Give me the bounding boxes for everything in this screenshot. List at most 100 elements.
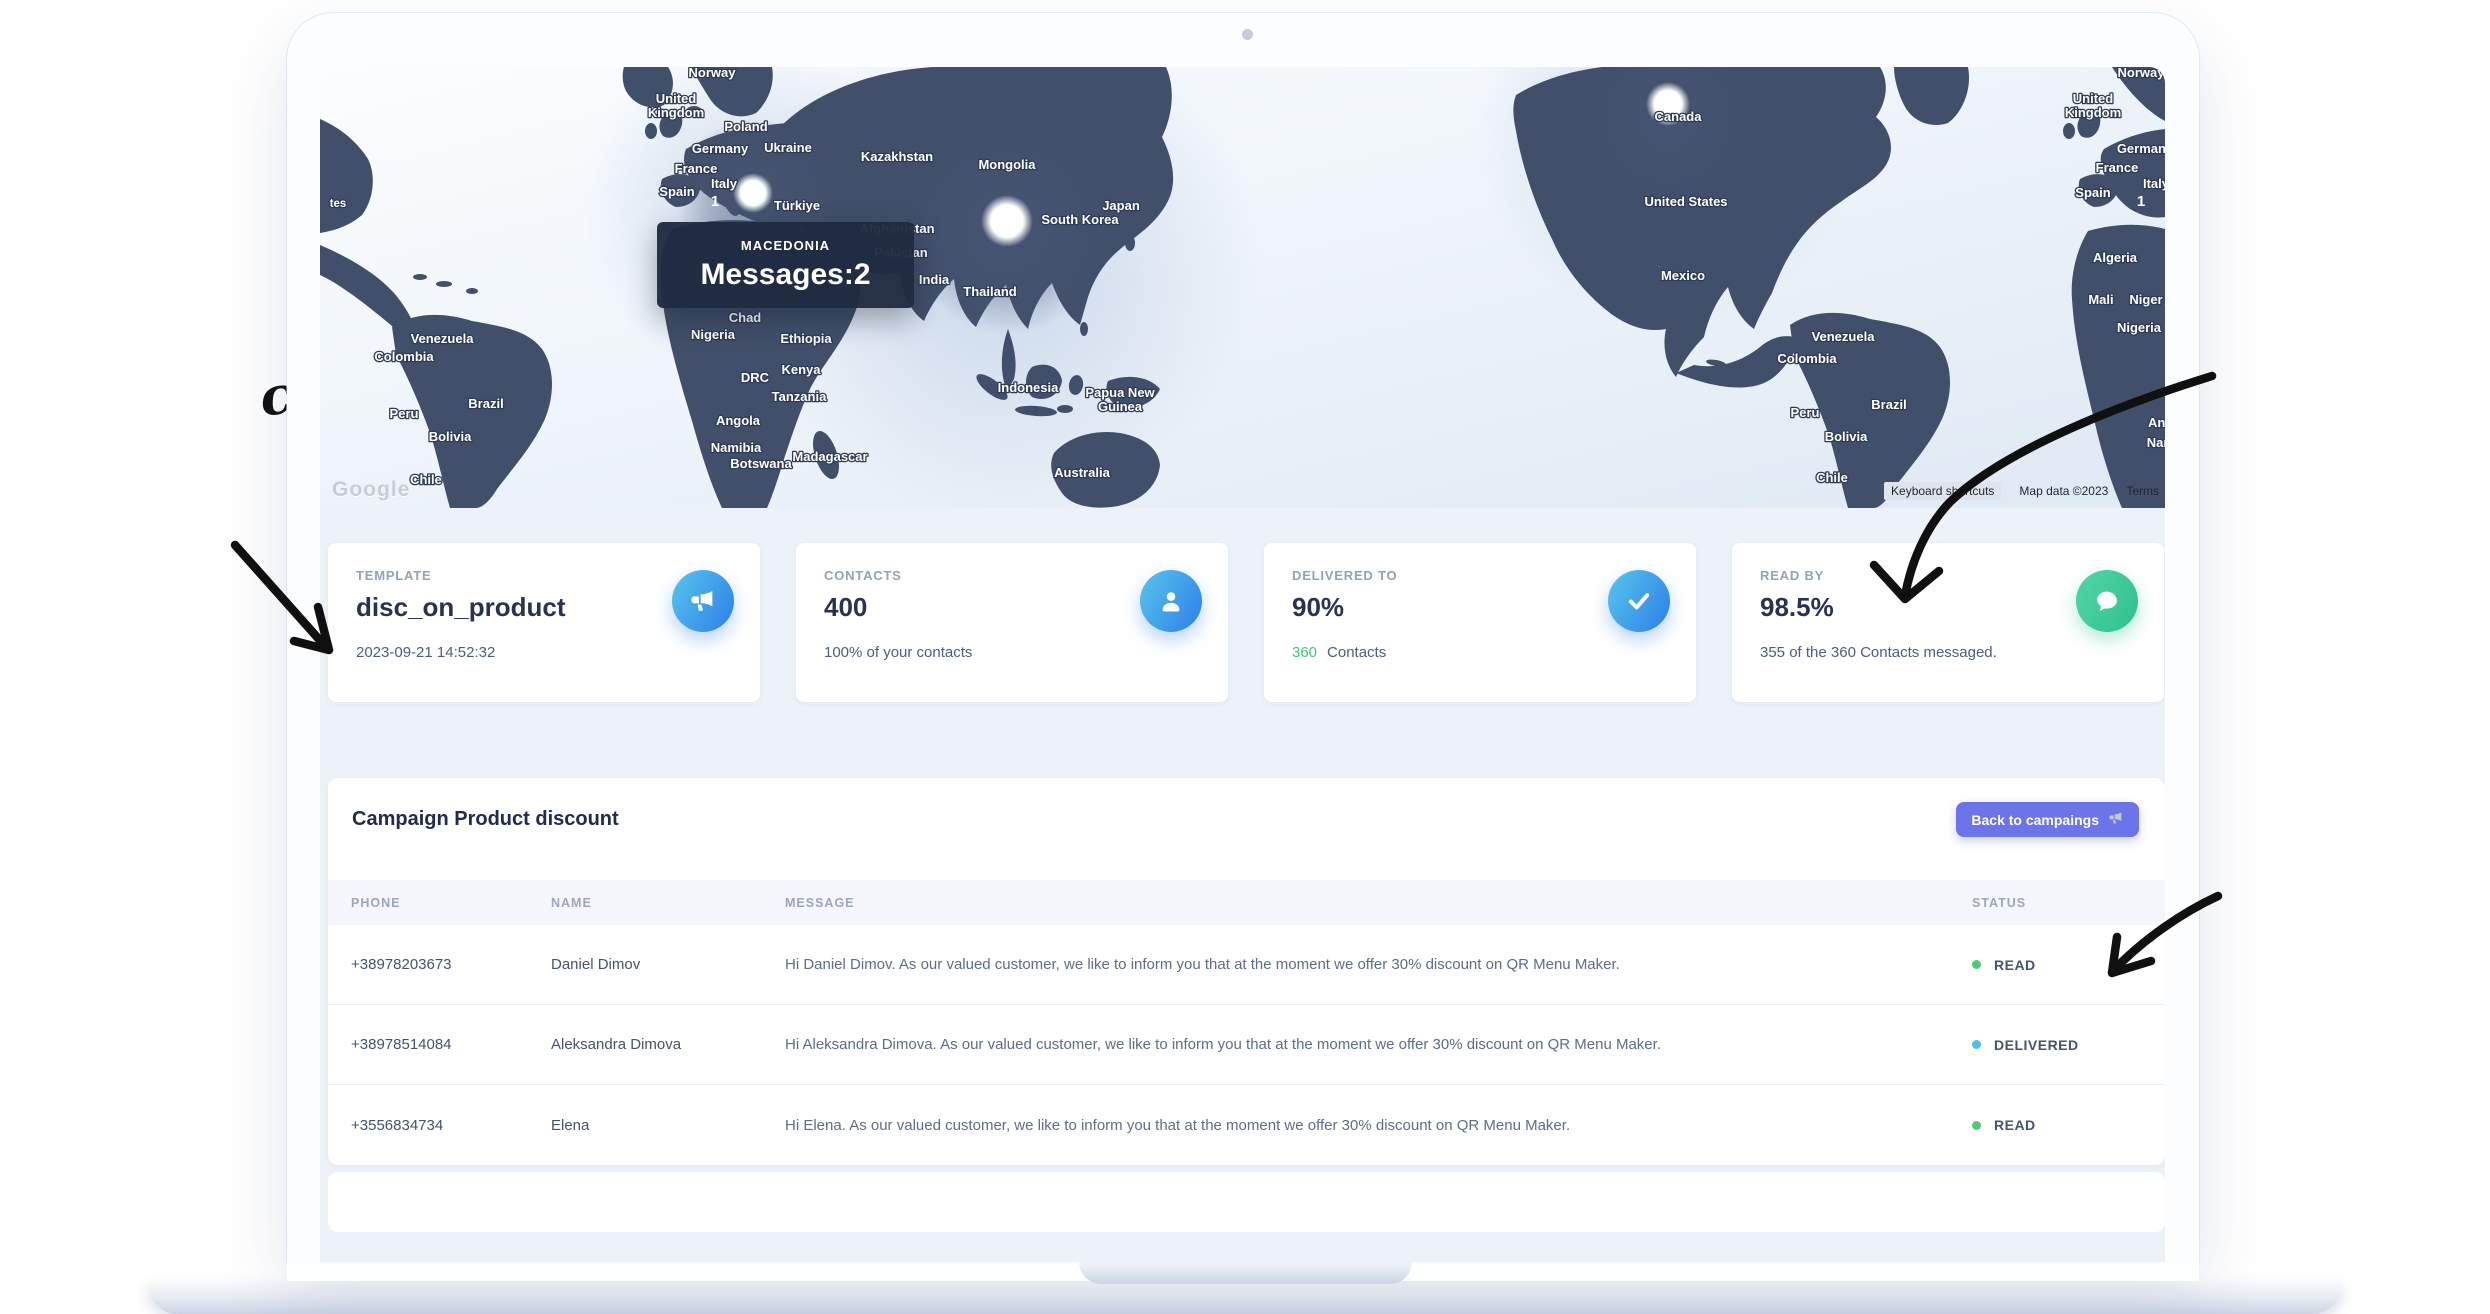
map-country-label: Mali xyxy=(2088,292,2113,307)
stat-card-template: TEMPLATE disc_on_product 2023-09-21 14:5… xyxy=(328,543,760,702)
column-header-name: NAME xyxy=(551,895,592,910)
laptop-frame: tes Venezuela Colombia Brazil Peru Bolivia Chi… xyxy=(287,13,2199,1262)
map-country-label: Namibia xyxy=(2147,435,2165,450)
table-header: PHONE NAME MESSAGE STATUS xyxy=(328,880,2165,925)
cell-message: Hi Elena. As our valued customer, we lik… xyxy=(785,1116,1571,1134)
map-country-label: Nigeria xyxy=(2117,320,2162,335)
cell-name: Elena xyxy=(551,1116,590,1134)
map-country-label: Nigeria xyxy=(691,327,736,342)
cell-name: Aleksandra Dimova xyxy=(551,1036,682,1053)
table-row: +38978203673 Daniel Dimov Hi Daniel Dimo… xyxy=(328,925,2165,1005)
map-country-label: Niger xyxy=(2129,292,2162,307)
megaphone-icon xyxy=(2108,810,2124,829)
map-country-label: France xyxy=(675,161,718,176)
map-country-label: Australia xyxy=(1054,465,1110,480)
campaign-panel: Campaign Product discount Back to campai… xyxy=(328,778,2165,1165)
cell-status: READ xyxy=(1972,1117,2165,1133)
terms-link[interactable]: Terms xyxy=(2126,484,2159,498)
map-country-label: Colombia xyxy=(374,349,434,364)
map-country-label: Italy xyxy=(711,176,738,191)
tooltip-messages: Messages:2 xyxy=(700,258,871,291)
stat-label: READ BY xyxy=(1760,568,1825,583)
map-country-label: tes xyxy=(330,198,347,210)
map-country-label: Brazil xyxy=(1871,397,1906,412)
map-country-label: Ethiopia xyxy=(780,331,832,346)
keyboard-shortcuts-link[interactable]: Keyboard shortcuts xyxy=(1884,482,2002,500)
message-dot-canada[interactable] xyxy=(1646,82,1690,126)
map-country-label: Ukraine xyxy=(764,140,812,155)
column-header-phone: PHONE xyxy=(351,895,401,910)
check-icon xyxy=(1608,570,1670,632)
map-canvas[interactable]: tes Venezuela Colombia Brazil Peru Bolivia Chi… xyxy=(320,67,2165,508)
tooltip-country: MACEDONIA xyxy=(740,238,831,253)
map-country-label: Türkiye xyxy=(774,198,820,213)
map-country-label: DRC xyxy=(741,370,770,385)
map-country-label: Colombia xyxy=(1777,351,1837,366)
table-body: +38978203673 Daniel Dimov Hi Daniel Dimo… xyxy=(328,925,2165,1165)
message-dot-asia[interactable] xyxy=(981,195,1033,247)
table-row: +38978514084 Aleksandra Dimova Hi Aleksa… xyxy=(328,1005,2165,1085)
back-button-label: Back to campaings xyxy=(1971,811,2099,828)
map-country-label: Mongolia xyxy=(978,157,1036,172)
map-country-label: Poland xyxy=(724,119,767,134)
stat-subtext: 360 Contacts xyxy=(1292,644,1387,661)
map-country-label: South Korea xyxy=(1041,212,1119,227)
dashboard-screen: tes Venezuela Colombia Brazil Peru Bolivia Chi… xyxy=(320,67,2165,1262)
status-label: READ xyxy=(1994,1117,2036,1133)
message-dot-europe[interactable] xyxy=(733,173,773,213)
map-country-label: Chile xyxy=(410,472,442,487)
map-country-label: Bolivia xyxy=(1825,429,1868,444)
map-country-label: Venezuela xyxy=(1812,329,1876,344)
stat-subtext: 2023-09-21 14:52:32 xyxy=(356,644,496,661)
map-attribution: Keyboard shortcuts Map data ©2023 Terms xyxy=(1884,482,2159,500)
status-dot xyxy=(1972,1120,1981,1130)
stat-value: 98.5% xyxy=(1760,592,1834,622)
google-logo[interactable]: Google xyxy=(332,478,411,501)
map-country-label: Madagascar xyxy=(792,449,867,464)
map-country-label: Angola xyxy=(716,413,761,428)
map-cluster-marker[interactable]: 1 xyxy=(2137,193,2145,210)
cell-status: READ xyxy=(1972,957,2165,973)
map-data-label: Map data ©2023 xyxy=(2019,484,2109,498)
stat-card-delivered: DELIVERED TO 90% 360 Contacts xyxy=(1264,543,1696,702)
map-country-label: Chile xyxy=(1816,470,1848,485)
map-country-label: Namibia xyxy=(711,440,762,455)
world-map[interactable]: tes Venezuela Colombia Brazil Peru Bolivia Chi… xyxy=(320,67,2165,508)
status-dot xyxy=(1972,1040,1981,1049)
laptop-base xyxy=(148,1281,2342,1314)
cell-message: Hi Daniel Dimov. As our valued customer,… xyxy=(785,956,1620,973)
map-country-label: Kazakhstan xyxy=(861,149,933,164)
stat-label: TEMPLATE xyxy=(356,568,432,583)
map-country-label: Algeria xyxy=(2093,250,2138,265)
cell-name: Daniel Dimov xyxy=(551,956,641,973)
stat-subtext: 355 of the 360 Contacts messaged. xyxy=(1760,644,1997,661)
map-country-label: Chad xyxy=(729,310,762,325)
back-to-campaigns-button[interactable]: Back to campaings xyxy=(1956,802,2139,837)
cell-phone: +38978514084 xyxy=(351,1036,452,1053)
map-country-label: United Kingdom xyxy=(2065,91,2121,120)
megaphone-icon xyxy=(672,570,734,632)
status-label: DELIVERED xyxy=(1994,1036,2079,1053)
map-country-label: Botswana xyxy=(730,456,792,471)
map-country-label: United Kingdom xyxy=(648,91,704,120)
cell-status: DELIVERED xyxy=(1972,1037,2165,1053)
cell-message: Hi Aleksandra Dimova. As our valued cust… xyxy=(785,1036,1661,1053)
stat-value: 90% xyxy=(1292,592,1345,622)
stat-value: disc_on_product xyxy=(356,592,566,622)
map-country-label: Thailand xyxy=(963,284,1017,299)
stat-card-read: READ BY 98.5% 355 of the 360 Contacts me… xyxy=(1732,543,2164,702)
stat-card-contacts: CONTACTS 400 100% of your contacts xyxy=(796,543,1228,702)
map-country-label: Peru xyxy=(390,406,419,421)
map-country-label: Bolivia xyxy=(429,429,472,444)
map-country-label: Papua New Guinea xyxy=(1085,385,1155,414)
map-cluster-marker[interactable]: 1 xyxy=(711,193,719,210)
map-country-label: Indonesia xyxy=(998,380,1059,395)
heat-halo-canada xyxy=(1590,67,1746,197)
column-header-message: MESSAGE xyxy=(785,895,855,910)
webcam-dot xyxy=(1242,29,1253,40)
map-country-label: India xyxy=(919,272,950,287)
status-dot xyxy=(1972,960,1981,969)
cell-phone: +3556834734 xyxy=(351,1116,444,1134)
status-label: READ xyxy=(1994,956,2036,973)
